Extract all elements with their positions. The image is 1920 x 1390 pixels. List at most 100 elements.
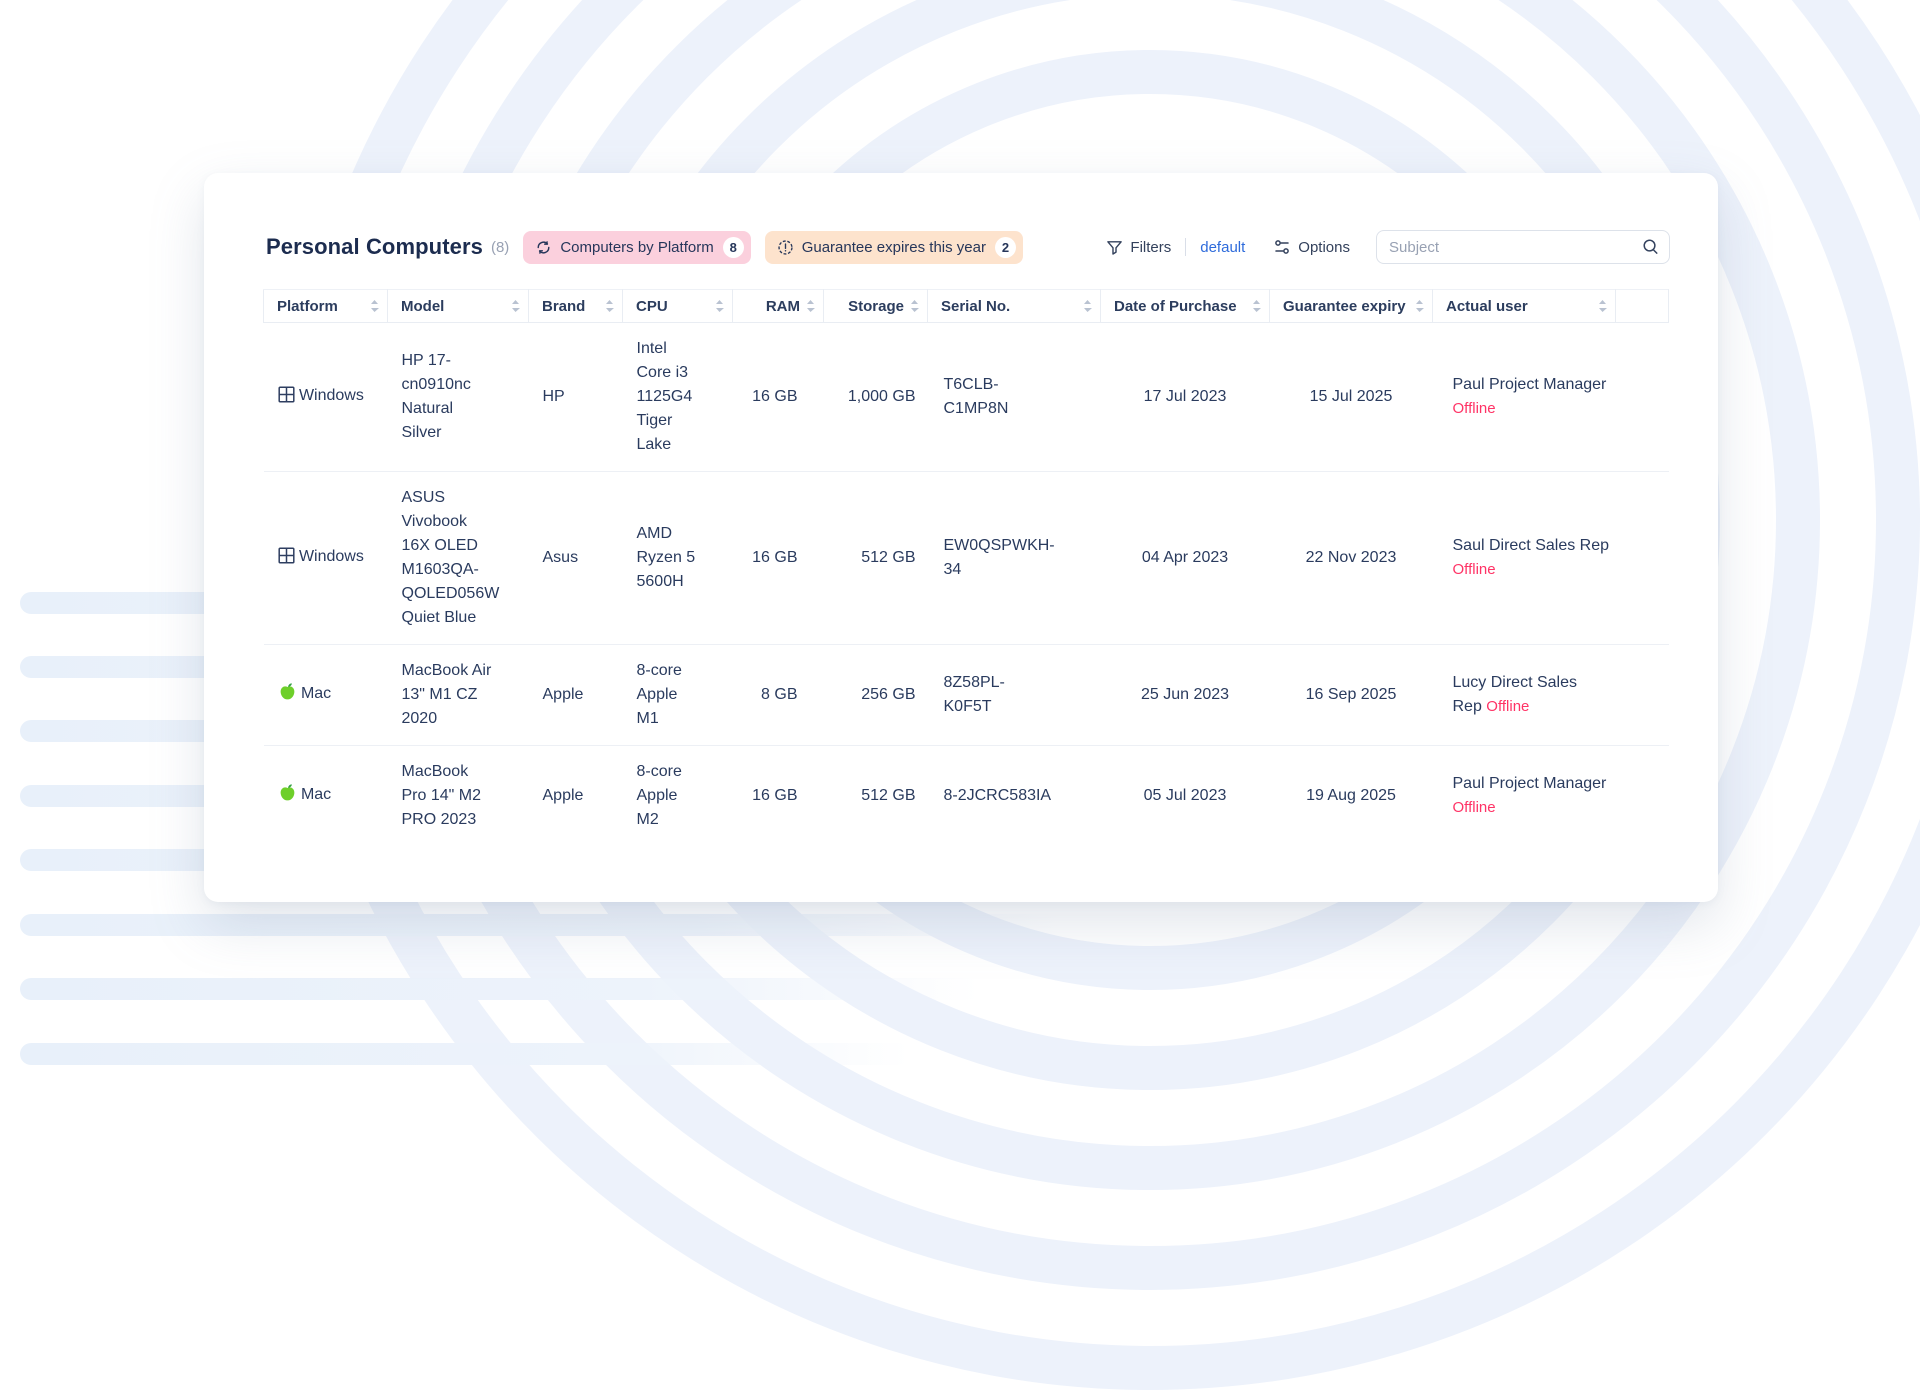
column-header-platform[interactable]: Platform bbox=[264, 290, 388, 323]
cell-brand: HP bbox=[529, 323, 623, 472]
page-title: Personal Computers bbox=[266, 234, 483, 260]
actual-user-name: Paul Project Manager bbox=[1453, 376, 1607, 393]
search-input[interactable] bbox=[1376, 230, 1670, 264]
column-header-user[interactable]: Actual user bbox=[1433, 290, 1616, 323]
cell-storage: 256 GB bbox=[824, 645, 928, 746]
cell-expiry: 22 Nov 2023 bbox=[1270, 472, 1433, 645]
sort-arrows-icon bbox=[800, 299, 815, 313]
cell-cpu: 8-core Apple M1 bbox=[623, 645, 733, 746]
cell-purchase: 05 Jul 2023 bbox=[1101, 746, 1270, 847]
cell-expiry: 19 Aug 2025 bbox=[1270, 746, 1433, 847]
user-status-badge: Offline bbox=[1453, 799, 1496, 816]
cell-purchase: 17 Jul 2023 bbox=[1101, 323, 1270, 472]
user-status-badge: Offline bbox=[1486, 698, 1529, 715]
search-icon[interactable] bbox=[1641, 237, 1660, 261]
cell-ram: 8 GB bbox=[733, 645, 824, 746]
sort-arrows-icon bbox=[1409, 299, 1424, 313]
column-header-brand[interactable]: Brand bbox=[529, 290, 623, 323]
cell-serial: EW0QSPWKH- 34 bbox=[928, 472, 1101, 645]
chip-count-badge: 8 bbox=[723, 237, 744, 258]
cell-platform: Mac bbox=[264, 645, 388, 746]
cell-purchase: 04 Apr 2023 bbox=[1101, 472, 1270, 645]
cell-brand: Asus bbox=[529, 472, 623, 645]
cell-spacer bbox=[1616, 746, 1669, 847]
cell-storage: 1,000 GB bbox=[824, 323, 928, 472]
apple-icon bbox=[278, 783, 297, 810]
cell-expiry: 16 Sep 2025 bbox=[1270, 645, 1433, 746]
cell-purchase: 25 Jun 2023 bbox=[1101, 645, 1270, 746]
filters-label: Filters bbox=[1130, 239, 1171, 256]
filters-view-link[interactable]: default bbox=[1200, 239, 1245, 256]
record-count: (8) bbox=[491, 239, 509, 256]
windows-icon bbox=[278, 547, 295, 572]
column-header-ram[interactable]: RAM bbox=[733, 290, 824, 323]
column-label: Brand bbox=[542, 298, 585, 315]
chip-computers-by-platform[interactable]: Computers by Platform 8 bbox=[523, 231, 750, 264]
table-header-row: Platform Model Brand CPU RAM Storage bbox=[264, 290, 1669, 323]
column-header-model[interactable]: Model bbox=[388, 290, 529, 323]
search-box bbox=[1376, 230, 1670, 264]
apple-icon bbox=[278, 682, 297, 709]
cell-user: Saul Direct Sales Rep Offline bbox=[1433, 472, 1616, 645]
cell-platform: Windows bbox=[264, 323, 388, 472]
column-label: Date of Purchase bbox=[1114, 298, 1237, 315]
sort-arrows-icon bbox=[364, 299, 379, 313]
cell-serial: T6CLB- C1MP8N bbox=[928, 323, 1101, 472]
column-header-purchase[interactable]: Date of Purchase bbox=[1101, 290, 1270, 323]
cell-cpu: Intel Core i3 1125G4 Tiger Lake bbox=[623, 323, 733, 472]
computers-table: Platform Model Brand CPU RAM Storage bbox=[263, 289, 1669, 846]
background-bar bbox=[20, 978, 980, 1000]
cell-model: HP 17- cn0910nc Natural Silver bbox=[388, 323, 529, 472]
column-label: Actual user bbox=[1446, 298, 1528, 315]
chip-label: Guarantee expires this year bbox=[802, 239, 986, 256]
cell-user: Paul Project Manager Offline bbox=[1433, 323, 1616, 472]
column-label: CPU bbox=[636, 298, 668, 315]
actual-user-name: Saul Direct Sales Rep bbox=[1453, 537, 1610, 554]
cell-user: Paul Project Manager Offline bbox=[1433, 746, 1616, 847]
column-header-storage[interactable]: Storage bbox=[824, 290, 928, 323]
alert-icon bbox=[777, 239, 794, 256]
filters-button[interactable]: Filters bbox=[1106, 239, 1171, 256]
column-label: Guarantee expiry bbox=[1283, 298, 1406, 315]
background-bar bbox=[20, 1043, 910, 1065]
cell-storage: 512 GB bbox=[824, 472, 928, 645]
toolbar: Filters default Options bbox=[1106, 230, 1670, 264]
cell-platform: Mac bbox=[264, 746, 388, 847]
cell-spacer bbox=[1616, 472, 1669, 645]
refresh-icon bbox=[535, 239, 552, 256]
cell-ram: 16 GB bbox=[733, 472, 824, 645]
cell-user: Lucy Direct Sales Rep Offline bbox=[1433, 645, 1616, 746]
column-header-expiry[interactable]: Guarantee expiry bbox=[1270, 290, 1433, 323]
cell-serial: 8-2JCRC583IA bbox=[928, 746, 1101, 847]
sliders-icon bbox=[1273, 238, 1291, 256]
windows-icon bbox=[278, 386, 295, 411]
cell-model: ASUS Vivobook 16X OLED M1603QA- QOLED056… bbox=[388, 472, 529, 645]
cell-model: MacBook Pro 14" M2 PRO 2023 bbox=[388, 746, 529, 847]
funnel-icon bbox=[1106, 239, 1123, 256]
user-status-badge: Offline bbox=[1453, 561, 1496, 578]
column-label: Platform bbox=[277, 298, 338, 315]
cell-serial: 8Z58PL- K0F5T bbox=[928, 645, 1101, 746]
column-header-cpu[interactable]: CPU bbox=[623, 290, 733, 323]
sort-arrows-icon bbox=[1592, 299, 1607, 313]
cell-cpu: 8-core Apple M2 bbox=[623, 746, 733, 847]
sort-arrows-icon bbox=[505, 299, 520, 313]
sort-arrows-icon bbox=[709, 299, 724, 313]
actual-user-name: Paul Project Manager bbox=[1453, 775, 1607, 792]
cell-ram: 16 GB bbox=[733, 746, 824, 847]
column-header-serial[interactable]: Serial No. bbox=[928, 290, 1101, 323]
options-button[interactable]: Options bbox=[1273, 238, 1350, 256]
chip-guarantee-expires[interactable]: Guarantee expires this year 2 bbox=[765, 231, 1023, 264]
cell-storage: 512 GB bbox=[824, 746, 928, 847]
sort-arrows-icon bbox=[1077, 299, 1092, 313]
chip-label: Computers by Platform bbox=[560, 239, 713, 256]
sort-arrows-icon bbox=[599, 299, 614, 313]
chip-count-badge: 2 bbox=[995, 237, 1016, 258]
cell-spacer bbox=[1616, 323, 1669, 472]
cell-ram: 16 GB bbox=[733, 323, 824, 472]
